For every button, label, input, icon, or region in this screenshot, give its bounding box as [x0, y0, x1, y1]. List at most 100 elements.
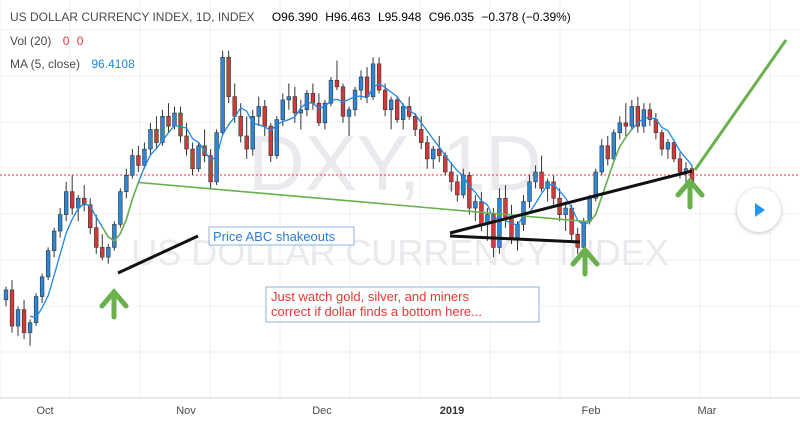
candle — [39, 273, 45, 304]
candle — [148, 122, 153, 156]
ma-line — [29, 82, 693, 319]
candle — [130, 149, 135, 179]
x-tick-label: Nov — [176, 405, 196, 417]
candle — [208, 149, 213, 189]
ma-value: 96.4108 — [91, 57, 135, 71]
candle — [136, 145, 141, 173]
candle — [413, 113, 418, 136]
x-tick-label: Dec — [312, 405, 332, 417]
candle — [581, 217, 586, 251]
candlestick-series — [3, 50, 695, 346]
candle — [394, 96, 400, 123]
drawings[interactable] — [117, 39, 788, 275]
trendline-neckline[interactable] — [449, 169, 693, 235]
candle — [527, 175, 532, 209]
candle — [346, 106, 352, 136]
candle — [27, 319, 33, 346]
candle — [118, 188, 123, 228]
candle — [166, 103, 171, 133]
candle — [659, 129, 665, 156]
candle — [653, 113, 659, 140]
candle — [82, 185, 87, 212]
up-arrow-2-icon — [570, 246, 600, 277]
close-value: C96.035 — [428, 10, 475, 24]
candle — [244, 116, 249, 159]
candle — [617, 116, 622, 140]
candle — [3, 286, 9, 307]
candle — [51, 227, 57, 258]
trendline-support[interactable] — [449, 234, 581, 244]
candle — [407, 96, 412, 120]
candle — [545, 178, 550, 202]
candle — [358, 70, 364, 100]
candle — [196, 142, 201, 173]
candle — [551, 175, 556, 205]
candle — [124, 168, 129, 199]
candle — [106, 244, 111, 264]
candle — [605, 135, 610, 166]
candle — [533, 165, 538, 189]
x-tick-label: 2019 — [440, 405, 464, 417]
ma-line-highlight — [101, 128, 633, 242]
note-label[interactable]: Just watch gold, silver, and miners corr… — [265, 286, 540, 323]
x-tick-label: Oct — [36, 405, 53, 417]
candle — [220, 50, 225, 136]
candle — [671, 139, 677, 163]
candle — [352, 86, 358, 117]
candle — [21, 299, 27, 340]
x-tick-label: Mar — [698, 405, 717, 417]
high-value: H96.463 — [325, 10, 371, 24]
candle — [334, 60, 340, 91]
candle — [473, 194, 478, 222]
watermark-symbol: DXY, 1D — [248, 119, 541, 207]
projection-line[interactable] — [693, 39, 788, 171]
candle — [376, 57, 382, 94]
candle — [274, 116, 279, 159]
candle — [322, 99, 328, 130]
ohlc-legend: US DOLLAR CURRENCY INDEX, 1D, INDEX O96.… — [10, 10, 575, 24]
candle — [437, 135, 442, 163]
candle — [316, 93, 322, 127]
candle — [455, 175, 460, 202]
candle — [202, 129, 207, 163]
symbol-title[interactable]: US DOLLAR CURRENCY INDEX, 1D, INDEX — [10, 10, 255, 24]
candle — [268, 122, 273, 163]
change-value: −0.378 (−0.39%) — [481, 10, 571, 24]
candle — [94, 214, 99, 254]
candle — [45, 247, 51, 281]
volume-value-2: 0 — [76, 34, 84, 48]
volume-legend: Vol (20) 0 0 — [10, 34, 87, 48]
candle — [256, 96, 261, 127]
candle — [15, 306, 21, 336]
candle — [226, 50, 231, 104]
open-value: O96.390 — [271, 10, 318, 24]
up-arrow-1-icon — [99, 288, 129, 320]
note-line-1: Just watch gold, silver, and miners — [271, 289, 469, 304]
time-axis: Oct Nov Dec 2019 Feb Mar — [0, 397, 800, 417]
ma-legend: MA (5, close) 96.4108 — [10, 57, 139, 71]
go-to-realtime-button[interactable] — [737, 188, 781, 232]
arrows — [99, 177, 705, 320]
abc-label[interactable]: Price ABC shakeouts — [208, 226, 355, 246]
candle — [154, 116, 159, 150]
volume-label[interactable]: Vol (20) — [10, 34, 52, 48]
candle — [190, 142, 195, 176]
candle — [250, 109, 255, 156]
candle — [539, 155, 544, 192]
volume-value-1: 0 — [62, 34, 70, 48]
candle — [64, 181, 69, 222]
candle — [88, 198, 93, 235]
candle — [370, 57, 376, 100]
candle — [400, 103, 406, 130]
candle — [142, 142, 147, 169]
play-icon — [755, 203, 765, 217]
trendline-1[interactable] — [117, 234, 199, 275]
ma-label[interactable]: MA (5, close) — [10, 57, 81, 71]
candle — [419, 116, 424, 150]
candle — [629, 99, 634, 130]
note-line-2: correct if dollar finds a bottom here... — [271, 304, 482, 319]
abc-label-text: Price ABC shakeouts — [213, 229, 336, 244]
candle — [9, 280, 15, 333]
